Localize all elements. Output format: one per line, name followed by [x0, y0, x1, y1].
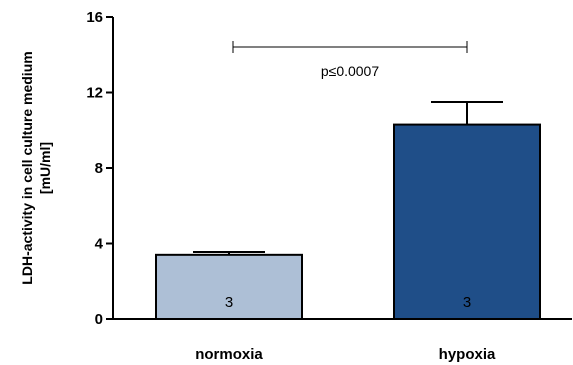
- bars: [155, 123, 541, 321]
- n-label: 3: [463, 294, 471, 311]
- bar-normoxia: [155, 253, 303, 320]
- significance-label: p≤0.0007: [321, 63, 380, 79]
- y-axis-label: LDH-activity in cell culture medium [mU/m…: [19, 51, 53, 284]
- category-label: normoxia: [195, 346, 263, 363]
- y-tick-label: 16: [86, 9, 103, 26]
- y-axis-title-line: [mU/ml]: [37, 142, 53, 194]
- y-axis-title-line: LDH-activity in cell culture medium: [19, 51, 35, 284]
- n-label: 3: [225, 294, 233, 311]
- category-label: hypoxia: [439, 346, 496, 363]
- category-labels: normoxia hypoxia: [195, 346, 496, 363]
- y-tick-label: 12: [86, 85, 103, 102]
- y-tick-label: 4: [95, 236, 104, 253]
- y-tick-label: 0: [95, 311, 103, 328]
- significance-bracket: p≤0.0007: [232, 41, 468, 79]
- y-axis-title: LDH-activity in cell culture medium [mU/m…: [19, 51, 53, 284]
- error-bars: [193, 100, 503, 255]
- y-tick-label: 8: [95, 160, 103, 177]
- bar-hypoxia: [393, 123, 541, 321]
